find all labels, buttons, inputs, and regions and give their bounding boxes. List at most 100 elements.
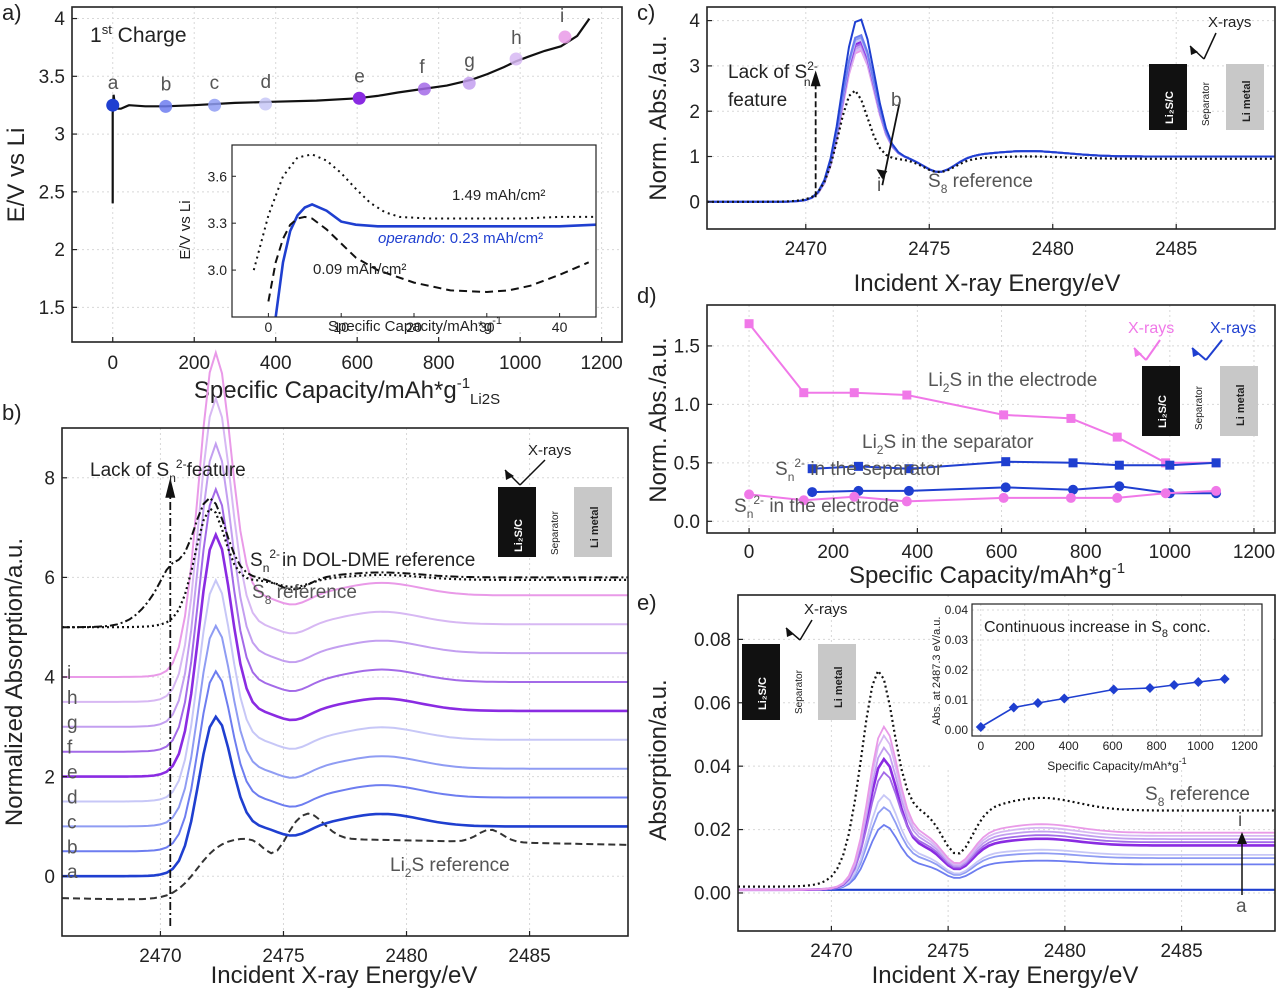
inset-e-xtick-0: 0 (977, 739, 984, 753)
inset-e-xlabel: Specific Capacity/mAh*g-1 (1047, 756, 1186, 773)
cell-b-cathode: Li₂S/C (513, 519, 525, 552)
panel-b-ylabel: Normalized Absorption/a.u. (1, 538, 28, 826)
e-spectrum-e (738, 756, 1275, 892)
panel-a: a b c d e f ghi 0 200 400 600 800 1000 12001.522.533… (3, 6, 623, 408)
d-series-1-point-7 (1211, 458, 1221, 468)
cell-e-separator: Separator (794, 669, 805, 714)
panel-a-ytick-2.5: 2.5 (39, 182, 65, 203)
c-b-to-i-arrowhead (876, 169, 888, 180)
cell-d-xrays-pink: X-rays (1128, 320, 1174, 337)
c-lack-arrowhead (810, 70, 821, 87)
d-series-2-point-4 (1068, 484, 1079, 495)
inset-e-ytick-0.04: 0.04 (945, 603, 969, 617)
panel-a-title: 1st Charge (90, 22, 187, 47)
point-label-h: h (511, 28, 522, 49)
inset-e-point-5 (1144, 683, 1155, 693)
panel-b-ytick-0: 0 (44, 867, 55, 888)
li2s-reference-curve (61, 812, 629, 901)
cell-e-anode: Li metal (833, 666, 845, 708)
inset-a-xtick-0: 0 (265, 319, 273, 335)
inset-e-title: Continuous increase in S8 conc. (984, 619, 1211, 640)
panel-c-ylabel: Norm. Abs./a.u. (645, 35, 672, 200)
panel-e-xlabel: Incident X-ray Energy/eV (872, 962, 1139, 989)
d-series-0-point-2 (849, 388, 859, 398)
inset-a-ylabel: E/V vs Li (177, 200, 194, 259)
cell-b-separator: Separator (550, 510, 561, 555)
d-series-3-point-2 (849, 491, 860, 502)
inset-e-point-1 (1008, 702, 1019, 713)
panel-d-xtick-200: 200 (817, 542, 849, 563)
cell-c-anode: Li metal (1241, 80, 1253, 122)
panel-label-b: b) (2, 400, 22, 425)
d-series-3-point-3 (901, 496, 912, 507)
point-label-c: c (210, 73, 220, 94)
inset-e-point-3 (1059, 693, 1070, 704)
cell-c-xrays: X-rays (1208, 14, 1251, 31)
panel-b-xlabel: Incident X-ray Energy/eV (211, 962, 478, 989)
cell-d-xrays-blue: X-rays (1210, 320, 1256, 337)
inset-e-point-2 (1032, 698, 1043, 708)
panel-c-lack-line2: feature (728, 90, 787, 111)
panel-a-ytick-2: 2 (54, 240, 65, 261)
d-series-line-1 (812, 460, 1217, 470)
point-label-f: f (419, 57, 425, 78)
inset-a-xlabel: Specific Capacity/mAh*g-1 (328, 315, 502, 335)
panel-a-ytick-3: 3 (54, 125, 65, 146)
e-spectrum-g (738, 746, 1275, 891)
panel-b-xtick-2475: 2475 (262, 946, 304, 967)
panel-b-xtick-2485: 2485 (508, 946, 550, 967)
panel-a-xtick-600: 600 (341, 353, 373, 374)
d-series-0-point-4 (999, 410, 1009, 420)
inset-a-label-operando: operando: 0.23 mAh/cm² (378, 230, 543, 247)
spectrum-f (62, 486, 628, 753)
panel-e-ytick-0.04: 0.04 (694, 757, 731, 778)
panel-c-b-label: b (891, 90, 902, 111)
s8-reference-curve (62, 506, 628, 629)
spectrum-label-d: d (67, 788, 78, 809)
panel-b-ytick-2: 2 (44, 767, 55, 788)
inset-e-ytick-0.03: 0.03 (945, 633, 969, 647)
d-series-1-point-4 (1068, 458, 1078, 468)
point-i (558, 30, 572, 44)
panel-e-ytick-0.00: 0.00 (694, 884, 731, 905)
panel-c-ytick-2: 2 (689, 102, 700, 123)
d-series-3-point-1 (798, 495, 809, 506)
panel-e-ytick-0.08: 0.08 (694, 630, 731, 651)
d-series-line-2 (812, 485, 1217, 495)
cell-c-separator: Separator (1201, 81, 1212, 126)
panel-c-ytick-3: 3 (689, 57, 700, 78)
point-label-g: g (464, 51, 475, 72)
panel-a-xtick-1000: 1000 (499, 353, 541, 374)
spectrum-g (62, 440, 628, 728)
panel-a-ytick-3.5: 3.5 (39, 67, 65, 88)
inset-a-label-149: 1.49 mAh/cm² (452, 187, 545, 204)
panel-d: 0 200 400 600 800 1000 1200 0.0 0.5 1.0 1.5 Specif… (645, 304, 1276, 589)
panel-b-ytick-8: 8 (44, 468, 55, 489)
panel-e-s8-label: S8 reference (1145, 784, 1250, 809)
panel-e-xtick-2485: 2485 (1160, 941, 1202, 962)
panel-c-i-label: i (877, 175, 881, 196)
panel-e-xtick-2470: 2470 (810, 941, 852, 962)
panel-b-li2s-label: Li2S reference (390, 855, 510, 880)
cell-b-xrays: X-rays (528, 442, 571, 459)
d-series-3-point-0 (744, 489, 755, 500)
panel-c-ytick-1: 1 (689, 147, 700, 168)
inset-a-xtick-10: 10 (333, 319, 349, 335)
panel-d-label-sn-electrode: Sn2- in the electrode (734, 493, 899, 521)
panel-a-ylabel: E/V vs Li (3, 128, 30, 223)
inset-a-xtick-20: 20 (406, 319, 422, 335)
point-b (159, 99, 173, 113)
panel-b-ytick-6: 6 (44, 568, 55, 589)
point-label-e: e (354, 66, 365, 87)
panel-c-xlabel: Incident X-ray Energy/eV (854, 270, 1121, 297)
panel-label-c: c) (637, 0, 655, 25)
panel-label-d: d) (637, 283, 657, 308)
panel-e-inset: 0 200 400 600 800 1000 1200 0.00 0.01 0.02 0.03 0.0… (931, 600, 1272, 773)
cell-e-cathode: Li₂S/C (757, 677, 769, 710)
c-spectrum-a (707, 18, 1275, 203)
d-series-0-point-6 (1112, 432, 1122, 442)
inset-e-ytick-0.02: 0.02 (945, 663, 969, 677)
panel-d-label-li2s-electrode: Li2S in the electrode (928, 370, 1097, 395)
